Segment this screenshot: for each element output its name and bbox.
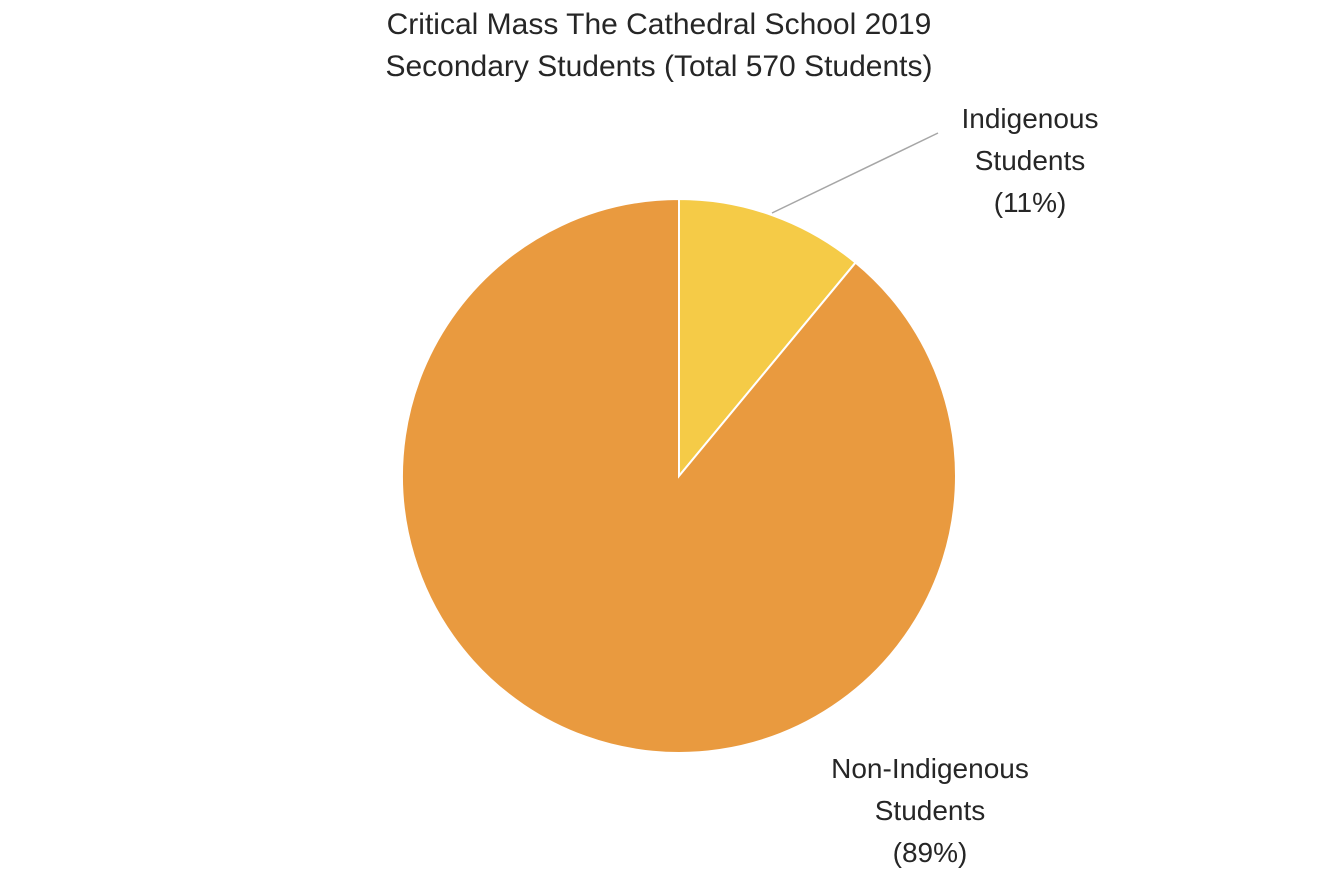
chart-title-line-2: Secondary Students (Total 570 Students) (385, 50, 933, 83)
pie-slice-non-indigenous-students (401, 197, 957, 754)
data-label-non-indigenous: Non-Indigenous Students (89%) (800, 748, 1060, 874)
data-label-non-indigenous-line-2: Students (874, 795, 986, 826)
data-label-indigenous-line-3: (11%) (993, 187, 1067, 218)
data-label-non-indigenous-line-1: Non-Indigenous (831, 753, 1029, 784)
data-label-non-indigenous-line-3: (89%) (892, 837, 968, 868)
data-label-indigenous-line-1: Indigenous (961, 103, 1099, 134)
data-label-indigenous-line-2: Students (974, 145, 1086, 176)
data-label-indigenous: Indigenous Students (11%) (930, 98, 1130, 224)
pie-slice-indigenous-students (678, 197, 857, 479)
chart-title-line-1: Critical Mass The Cathedral School 2019 (386, 8, 932, 41)
leader-line-indigenous (771, 132, 939, 214)
chart-title: Critical Mass The Cathedral School 2019 … (0, 4, 1318, 88)
